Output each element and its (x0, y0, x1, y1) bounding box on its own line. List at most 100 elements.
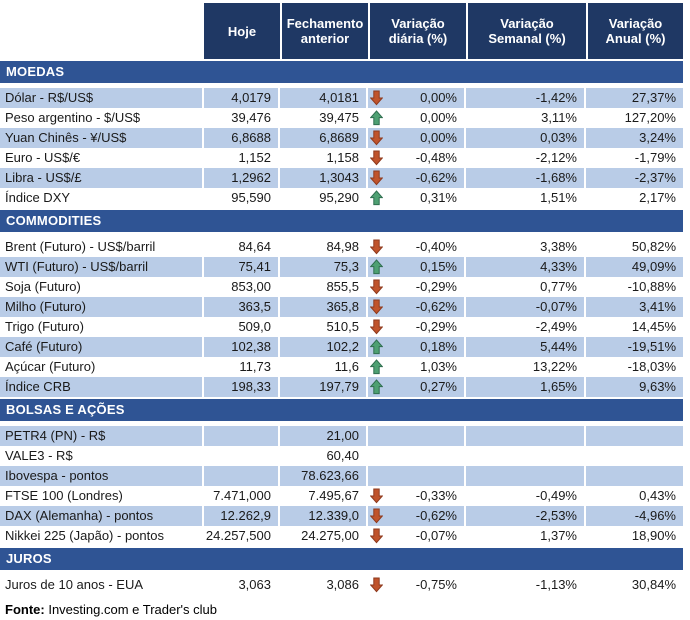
variacao-semanal-value: 1,51% (466, 188, 586, 208)
hoje-value: 1,2962 (204, 168, 280, 188)
fechamento-value: 6,8689 (280, 128, 368, 148)
fechamento-value: 1,3043 (280, 168, 368, 188)
variacao-semanal-value: 0,77% (466, 277, 586, 297)
variacao-diaria-cell: -0,29% (368, 317, 466, 337)
down-arrow-icon (370, 319, 383, 335)
table-row: FTSE 100 (Londres) 7.471,000 7.495,67 -0,33… (0, 486, 683, 506)
fechamento-value: 78.623,66 (280, 466, 368, 486)
hoje-value: 24.257,500 (204, 526, 280, 546)
row-label: Nikkei 225 (Japão) - pontos (0, 526, 204, 546)
variacao-diaria-cell (368, 466, 466, 486)
up-arrow-icon (370, 110, 383, 126)
hoje-value: 75,41 (204, 257, 280, 277)
variacao-semanal-value: -2,12% (466, 148, 586, 168)
variacao-anual-value: -10,88% (627, 279, 676, 294)
column-header-variacao-diaria: Variação diária (%) (368, 3, 466, 59)
variacao-semanal-value: 4,33% (466, 257, 586, 277)
variacao-anual-value: 18,90% (631, 528, 676, 543)
row-label: VALE3 - R$ (0, 446, 204, 466)
table-row: Trigo (Futuro) 509,0 510,5 -0,29% -2,49% 14,4… (0, 317, 683, 337)
hoje-value: 6,8688 (204, 128, 280, 148)
source-label: Fonte: (5, 602, 45, 617)
hoje-value: 7.471,000 (204, 486, 280, 506)
variacao-semanal-value (466, 466, 586, 486)
hoje-value (204, 426, 280, 446)
variacao-semanal-value: -2,49% (466, 317, 586, 337)
column-header-variacao-anual: Variação Anual (%) (586, 3, 683, 59)
fechamento-value: 84,98 (280, 237, 368, 257)
variacao-diaria-cell (368, 446, 466, 466)
variacao-semanal-value (466, 446, 586, 466)
column-header-hoje: Hoje (204, 3, 280, 59)
variacao-anual-value: 0,43% (639, 488, 676, 503)
down-arrow-icon (370, 170, 383, 186)
variacao-diaria-cell: -0,75% (368, 575, 466, 595)
row-label: Café (Futuro) (0, 337, 204, 357)
variacao-anual-value: 27,37% (586, 88, 683, 108)
row-label: Trigo (Futuro) (0, 317, 204, 337)
table-row: Euro - US$/€ 1,152 1,158 -0,48% -2,12% -1,79% (0, 148, 683, 168)
row-label: Euro - US$/€ (0, 148, 204, 168)
variacao-semanal-value (466, 426, 586, 446)
variacao-diaria-cell (368, 426, 466, 446)
table-row: Café (Futuro) 102,38 102,2 0,18% 5,44% -19,51… (0, 337, 683, 357)
row-label: Soja (Futuro) (0, 277, 204, 297)
up-arrow-icon (370, 359, 383, 375)
variacao-diaria-cell: -0,62% (368, 168, 466, 188)
section-header-juros: JUROS (0, 548, 683, 570)
down-arrow-icon (370, 577, 383, 593)
up-arrow-icon (370, 190, 383, 206)
hoje-value: 198,33 (204, 377, 280, 397)
variacao-diaria-value: 0,27% (420, 379, 457, 394)
variacao-anual-value: 49,09% (586, 257, 683, 277)
column-header-variacao-semanal: Variação Semanal (%) (466, 3, 586, 59)
column-header-row: Hoje Fechamento anterior Variação diária… (0, 3, 683, 59)
fechamento-value: 60,40 (280, 446, 368, 466)
fechamento-value: 102,2 (280, 337, 368, 357)
table-row: Índice DXY 95,590 95,290 0,31% 1,51% 2,17% (0, 188, 683, 208)
variacao-diaria-value: -0,48% (415, 150, 457, 165)
section-header-commodities: COMMODITIES (0, 210, 683, 232)
variacao-semanal-value: 0,03% (466, 128, 586, 148)
up-arrow-icon (370, 259, 383, 275)
variacao-diaria-value: -0,62% (415, 170, 457, 185)
variacao-diaria-cell: 0,00% (368, 128, 466, 148)
variacao-diaria-cell: -0,62% (368, 506, 466, 526)
variacao-semanal-value: -0,07% (466, 297, 586, 317)
variacao-semanal-value: -1,68% (466, 168, 586, 188)
fechamento-value: 855,5 (280, 277, 368, 297)
variacao-anual-value: 2,17% (639, 190, 676, 205)
variacao-semanal-value: -2,53% (466, 506, 586, 526)
variacao-diaria-cell: -0,07% (368, 526, 466, 546)
variacao-diaria-value: 0,31% (420, 190, 457, 205)
down-arrow-icon (370, 488, 383, 504)
row-label: FTSE 100 (Londres) (0, 486, 204, 506)
hoje-value (204, 446, 280, 466)
variacao-diaria-value: -0,29% (415, 319, 457, 334)
table-row: DAX (Alemanha) - pontos 12.262,9 12.339,0 -… (0, 506, 683, 526)
row-label: Índice DXY (0, 188, 204, 208)
table-row: VALE3 - R$ 60,40 (0, 446, 683, 466)
hoje-value: 12.262,9 (204, 506, 280, 526)
variacao-anual-value: 30,84% (631, 577, 676, 592)
table-row: Açúcar (Futuro) 11,73 11,6 1,03% 13,22% -18,0… (0, 357, 683, 377)
down-arrow-icon (370, 508, 383, 524)
variacao-anual-value: -1,79% (634, 150, 676, 165)
corner-empty-cell (0, 3, 204, 59)
row-label: PETR4 (PN) - R$ (0, 426, 204, 446)
down-arrow-icon (370, 279, 383, 295)
hoje-value: 1,152 (204, 148, 280, 168)
table-row: Dólar - R$/US$ 4,0179 4,0181 0,00% -1,42% 27,… (0, 88, 683, 108)
variacao-diaria-value: -0,07% (415, 528, 457, 543)
variacao-diaria-cell: 0,00% (368, 88, 466, 108)
variacao-anual-value: 50,82% (631, 239, 676, 254)
source-note: Fonte: Investing.com e Trader's club (0, 602, 683, 617)
row-label: Brent (Futuro) - US$/barril (0, 237, 204, 257)
fechamento-value: 3,086 (280, 575, 368, 595)
fechamento-value: 24.275,00 (280, 526, 368, 546)
variacao-semanal-value: 13,22% (466, 357, 586, 377)
fechamento-value: 95,290 (280, 188, 368, 208)
hoje-value: 102,38 (204, 337, 280, 357)
hoje-value: 4,0179 (204, 88, 280, 108)
variacao-semanal-value: -1,42% (466, 88, 586, 108)
